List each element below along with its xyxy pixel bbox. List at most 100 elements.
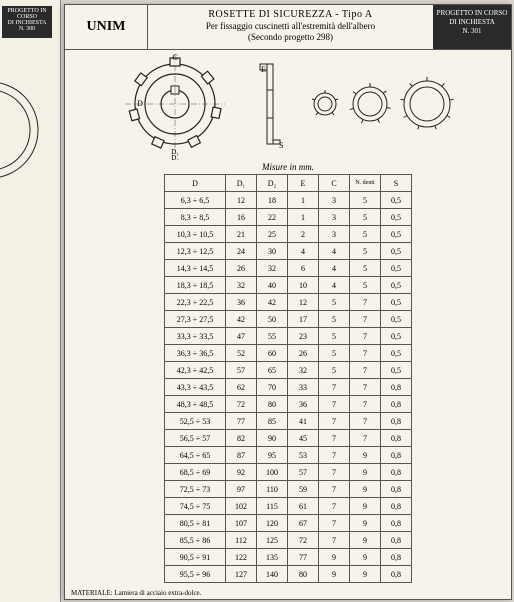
table-cell: 7 xyxy=(350,379,381,396)
table-cell: 7 xyxy=(350,311,381,328)
table-cell: 65 xyxy=(257,362,288,379)
table-cell: 74,5 ÷ 75 xyxy=(165,498,226,515)
table-cell: 9 xyxy=(350,447,381,464)
table-row: 48,3 ÷ 48,5728036770,8 xyxy=(165,396,412,413)
table-cell: 2 xyxy=(288,226,319,243)
table-cell: 85,5 ÷ 86 xyxy=(165,532,226,549)
table-row: 36,3 ÷ 36,5526026570,5 xyxy=(165,345,412,362)
table-cell: 0,5 xyxy=(381,328,412,345)
table-cell: 90 xyxy=(257,430,288,447)
table-row: 27,3 ÷ 27,5425017570,5 xyxy=(165,311,412,328)
table-cell: 87 xyxy=(226,447,257,464)
table-cell: 59 xyxy=(288,481,319,498)
table-cell: 5 xyxy=(350,243,381,260)
table-cell: 12 xyxy=(226,192,257,209)
page-header: UNIM ROSETTE DI SICUREZZA - Tipo A Per f… xyxy=(65,5,511,50)
title-line1: ROSETTE DI SICUREZZA - Tipo A xyxy=(148,9,433,21)
table-cell: 0,8 xyxy=(381,396,412,413)
table-cell: 80 xyxy=(288,566,319,583)
table-cell: 16 xyxy=(226,209,257,226)
table-cell: 7 xyxy=(319,379,350,396)
col-header: N. denti xyxy=(350,175,381,192)
table-row: 56,5 ÷ 57829045770,8 xyxy=(165,430,412,447)
table-cell: 41 xyxy=(288,413,319,430)
dimensions-table: D D₁ D₂ E C N. denti S 6,3 ÷ 6,512181350… xyxy=(164,174,412,583)
table-cell: 0,5 xyxy=(381,192,412,209)
col-header: D xyxy=(165,175,226,192)
left-badge-line: PROGETTO IN CORSO xyxy=(2,8,52,20)
table-row: 14,3 ÷ 14,526326450,5 xyxy=(165,260,412,277)
table-cell: 5 xyxy=(350,277,381,294)
table-cell: 0,8 xyxy=(381,481,412,498)
table-cell: 10 xyxy=(288,277,319,294)
dim-d2: D₂ xyxy=(171,154,179,160)
table-cell: 36 xyxy=(226,294,257,311)
table-cell: 0,8 xyxy=(381,447,412,464)
table-cell: 0,8 xyxy=(381,532,412,549)
table-cell: 72 xyxy=(288,532,319,549)
table-cell: 7 xyxy=(319,396,350,413)
col-header: C xyxy=(319,175,350,192)
table-cell: 52,5 ÷ 53 xyxy=(165,413,226,430)
table-cell: 22 xyxy=(257,209,288,226)
badge-line: PROGETTO IN CORSO xyxy=(433,9,511,18)
table-cell: 61 xyxy=(288,498,319,515)
table-cell: 7 xyxy=(350,362,381,379)
table-cell: 7 xyxy=(319,481,350,498)
table-cell: 5 xyxy=(350,226,381,243)
table-cell: 55 xyxy=(257,328,288,345)
table-cell: 102 xyxy=(226,498,257,515)
table-row: 33,3 ÷ 33,5475523570,5 xyxy=(165,328,412,345)
dim-c: C xyxy=(172,53,177,62)
document-page: UNIM ROSETTE DI SICUREZZA - Tipo A Per f… xyxy=(64,4,512,600)
table-cell: 5 xyxy=(319,311,350,328)
table-cell: 3 xyxy=(319,192,350,209)
table-cell: 36 xyxy=(288,396,319,413)
table-cell: 7 xyxy=(350,328,381,345)
table-cell: 0,8 xyxy=(381,430,412,447)
table-cell: 0,8 xyxy=(381,413,412,430)
table-cell: 0,5 xyxy=(381,260,412,277)
table-cell: 9 xyxy=(350,549,381,566)
table-cell: 52 xyxy=(226,345,257,362)
table-row: 10,3 ÷ 10,521252350,5 xyxy=(165,226,412,243)
table-cell: 8,3 ÷ 8,5 xyxy=(165,209,226,226)
project-badge: PROGETTO IN CORSO DI INCHIESTA N. 301 xyxy=(433,5,511,49)
table-cell: 26 xyxy=(288,345,319,362)
table-cell: 90,5 ÷ 91 xyxy=(165,549,226,566)
table-cell: 7 xyxy=(350,294,381,311)
table-cell: 32 xyxy=(288,362,319,379)
table-cell: 0,5 xyxy=(381,345,412,362)
table-row: 74,5 ÷ 7510211561790,8 xyxy=(165,498,412,515)
badge-line: N. 301 xyxy=(433,27,511,36)
table-cell: 9 xyxy=(350,566,381,583)
table-cell: 48,3 ÷ 48,5 xyxy=(165,396,226,413)
table-cell: 24 xyxy=(226,243,257,260)
table-cell: 40 xyxy=(257,277,288,294)
table-cell: 7 xyxy=(319,515,350,532)
table-row: 22,3 ÷ 22,5364212570,5 xyxy=(165,294,412,311)
col-header: E xyxy=(288,175,319,192)
table-cell: 6 xyxy=(288,260,319,277)
table-cell: 9 xyxy=(350,515,381,532)
material-value: Lamiera di acciaio extra-dolce. xyxy=(114,589,201,597)
table-cell: 7 xyxy=(319,498,350,515)
table-cell: 30 xyxy=(257,243,288,260)
table-cell: 25 xyxy=(257,226,288,243)
table-cell: 80,5 ÷ 81 xyxy=(165,515,226,532)
table-cell: 10,3 ÷ 10,5 xyxy=(165,226,226,243)
table-cell: 23 xyxy=(288,328,319,345)
table-row: 52,5 ÷ 53778541770,8 xyxy=(165,413,412,430)
table-cell: 42 xyxy=(257,294,288,311)
table-cell: 0,8 xyxy=(381,566,412,583)
table-row: 68,5 ÷ 699210057790,8 xyxy=(165,464,412,481)
badge-line: DI INCHIESTA xyxy=(433,18,511,27)
title-cell: ROSETTE DI SICUREZZA - Tipo A Per fissag… xyxy=(148,5,433,49)
table-cell: 47 xyxy=(226,328,257,345)
table-cell: 77 xyxy=(226,413,257,430)
table-cell: 43,3 ÷ 43,5 xyxy=(165,379,226,396)
table-cell: 56,5 ÷ 57 xyxy=(165,430,226,447)
table-cell: 3 xyxy=(319,226,350,243)
table-cell: 64,5 ÷ 65 xyxy=(165,447,226,464)
left-badge-line: N. 300 xyxy=(2,26,52,32)
